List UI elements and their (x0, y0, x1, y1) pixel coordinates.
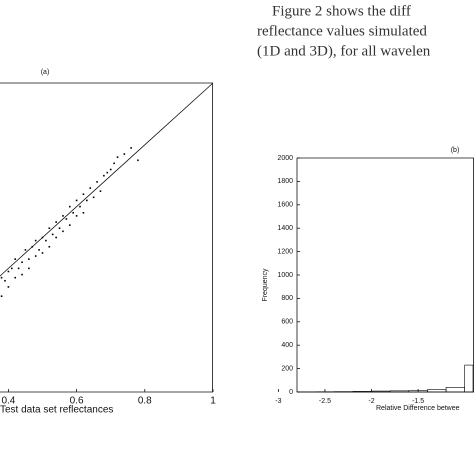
point (137, 159, 139, 162)
point (41, 236, 44, 239)
point (62, 215, 64, 217)
bar (445, 387, 465, 393)
point (7, 286, 10, 288)
point (21, 273, 23, 276)
point (75, 215, 78, 217)
point (41, 252, 44, 254)
point (113, 162, 115, 165)
point (89, 187, 92, 189)
point (7, 270, 10, 273)
point (99, 190, 102, 192)
x-axis-label: Test data set reflectances (0, 405, 113, 416)
point (11, 267, 13, 270)
point (4, 279, 6, 282)
panel-label: (a) (41, 69, 50, 76)
point (48, 227, 51, 230)
point (28, 258, 30, 260)
point (72, 211, 74, 214)
point (130, 147, 132, 149)
point (21, 261, 23, 264)
point (14, 276, 17, 279)
y-tick-label: 600 (281, 319, 293, 326)
point (34, 239, 37, 242)
y-axis-label: Frequency (262, 268, 269, 302)
y-tick-label: 1000 (277, 272, 293, 279)
y-tick-label: 400 (281, 342, 293, 349)
y-tick-label: 0 (289, 389, 293, 396)
x-tick-label: -2.5 (319, 398, 331, 405)
paragraph-line: (1D and 3D), for all wavelen (257, 43, 431, 59)
point (86, 199, 88, 202)
point (48, 245, 51, 248)
paragraph-line: reflectance values simulated (257, 23, 427, 39)
bar (464, 364, 474, 393)
point (123, 153, 126, 155)
x-tick-label: 0.8 (138, 396, 152, 407)
point (82, 193, 85, 196)
point (17, 267, 20, 270)
point (34, 255, 37, 257)
x-tick-label: 0.6 (70, 396, 84, 407)
bar (352, 391, 372, 393)
panel-label: (b) (451, 147, 460, 154)
point (116, 156, 119, 158)
y-tick-label: 1800 (277, 178, 293, 185)
point (51, 233, 54, 236)
chart-a: 0.4 0.6 0.8 1 (a) Test data set reflectances (0, 69, 216, 416)
point (68, 224, 71, 226)
point (82, 211, 85, 214)
point (0, 295, 3, 298)
point (75, 199, 78, 202)
y-tick-label: 200 (281, 365, 293, 372)
y-tick-label: 800 (281, 295, 293, 302)
point (24, 249, 27, 251)
point (14, 258, 17, 260)
bar (371, 390, 391, 393)
point (96, 181, 98, 183)
point (0, 276, 3, 279)
point (55, 236, 57, 239)
point (58, 227, 61, 230)
x-tick-label: -1.5 (412, 398, 424, 405)
point (55, 221, 57, 223)
bar (389, 390, 410, 393)
point (92, 196, 95, 199)
point (38, 249, 40, 251)
point (79, 205, 81, 208)
paragraph-line: Figure 2 shows the diff (272, 3, 411, 19)
point (28, 267, 30, 270)
y-tick-label: 1200 (277, 248, 293, 255)
reference-line (0, 82, 214, 277)
point (103, 174, 105, 177)
x-tick-label: -2 (368, 398, 374, 405)
point (68, 205, 71, 208)
point (31, 245, 34, 248)
x-tick-label: 0.4 (1, 396, 15, 407)
chart-b: -3 -2.5 -2 -1.5 0 200 400 600 800 1000 1200 1400 160… (262, 147, 474, 412)
point (109, 168, 112, 171)
x-axis-label: Relative Difference betwee (376, 405, 460, 412)
point (45, 239, 47, 242)
x-tick-label: -3 (275, 398, 281, 405)
point (62, 230, 64, 233)
point (65, 218, 68, 220)
x-tick-label: 1 (210, 396, 216, 407)
y-tick-label: 1400 (277, 225, 293, 232)
y-tick-label: 2000 (277, 155, 293, 162)
y-tick-label: 1600 (277, 202, 293, 209)
point (106, 171, 109, 174)
